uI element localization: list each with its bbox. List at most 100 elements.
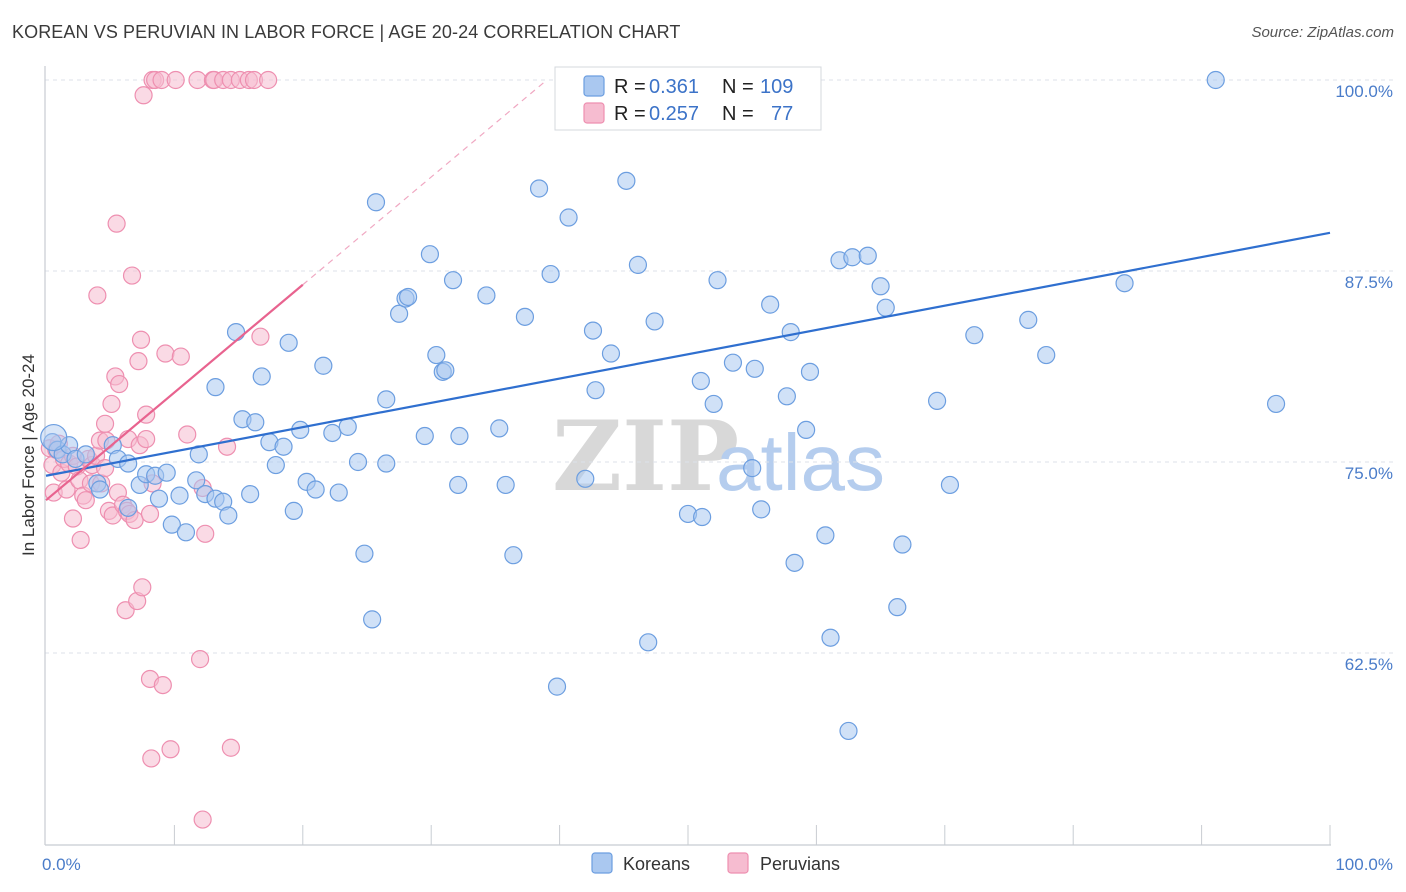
x-tick-label: 0.0% <box>42 855 81 874</box>
source-credit: Source: ZipAtlas.com <box>1251 24 1394 41</box>
korean-point <box>940 475 960 495</box>
korean-point <box>586 381 605 400</box>
korean-point <box>708 271 727 290</box>
peruvian-point <box>88 286 107 305</box>
tick-labels: 62.5% 75.0% 87.5% 100.0% 0.0% 100.0% <box>42 82 1393 874</box>
korean-point <box>541 264 560 284</box>
peruvian-point <box>251 327 270 346</box>
peruvian-point <box>140 504 160 524</box>
chart-title: KOREAN VS PERUVIAN IN LABOR FORCE | AGE … <box>12 22 681 42</box>
korean-point <box>559 208 578 227</box>
korean-point <box>927 391 947 410</box>
korean-n-value: 109 <box>760 76 793 98</box>
peruvian-trend-line <box>45 283 304 502</box>
korean-point <box>449 475 468 495</box>
korean-point <box>323 423 342 443</box>
korean-point <box>888 598 907 617</box>
peruvian-point <box>171 347 190 366</box>
korean-point <box>843 248 862 267</box>
peruvian-point <box>134 86 153 105</box>
y-axis-label: In Labor Force | Age 20-24 <box>19 354 38 556</box>
korean-point <box>547 677 567 696</box>
y-tick-label: 62.5% <box>1345 655 1393 674</box>
peruvian-point <box>188 70 207 90</box>
korean-point <box>617 171 636 190</box>
korean-point <box>284 501 303 520</box>
korean-point <box>119 454 138 473</box>
korean-points <box>40 70 1286 741</box>
watermark-zip: ZIP <box>552 400 739 513</box>
korean-point <box>274 437 293 456</box>
peruvian-point <box>95 414 115 433</box>
korean-point <box>745 359 764 378</box>
korean-point <box>377 454 396 473</box>
korean-point <box>420 245 440 264</box>
peruvian-trend-extension <box>302 79 548 286</box>
korean-point <box>338 417 357 436</box>
korean-point <box>576 469 595 488</box>
x-tick-label: 100.0% <box>1335 855 1393 874</box>
peruvian-point <box>63 509 83 528</box>
koreans-legend-label: Koreans <box>623 854 690 874</box>
stats-legend: R = 0.361 N = 109 R = 0.257 N = 77 <box>554 66 822 131</box>
peruvian-point <box>190 650 210 669</box>
korean-point <box>1115 274 1134 293</box>
korean-n-label: N = <box>722 76 754 98</box>
korean-point <box>246 413 265 432</box>
korean-point <box>40 423 68 452</box>
peruvian-n-value: 77 <box>771 103 793 125</box>
korean-point <box>443 271 463 290</box>
korean-point <box>436 361 455 380</box>
peruvian-point <box>221 738 240 757</box>
peruvian-point <box>122 266 142 285</box>
peruvian-legend-swatch <box>583 102 605 124</box>
korean-point <box>170 486 189 505</box>
korean-point <box>291 420 310 440</box>
korean-point <box>752 500 771 519</box>
korean-point <box>704 394 723 414</box>
peruvian-point <box>178 425 197 444</box>
korean-point <box>149 489 169 508</box>
korean-point <box>314 356 333 375</box>
korean-point <box>355 544 374 563</box>
korean-point <box>477 286 496 305</box>
peruvian-point <box>156 344 175 363</box>
peruvians-swatch <box>727 852 749 874</box>
korean-point <box>858 246 877 265</box>
korean-point <box>628 255 648 274</box>
peruvian-point <box>196 524 215 543</box>
korean-point <box>816 526 835 545</box>
peruvian-point <box>137 429 156 449</box>
peruvian-r-label: R = <box>614 103 646 125</box>
korean-point <box>241 484 260 504</box>
korean-point <box>821 628 840 647</box>
korean-point <box>723 353 743 372</box>
peruvian-point <box>193 810 212 829</box>
korean-point <box>601 344 621 363</box>
korean-point <box>76 445 95 464</box>
korean-point <box>893 535 912 554</box>
korean-point <box>157 463 176 482</box>
korean-point <box>797 420 816 440</box>
korean-point <box>529 179 549 198</box>
korean-point <box>266 455 285 475</box>
korean-point <box>876 298 895 317</box>
korean-point <box>398 287 418 307</box>
peruvian-r-value: 0.257 <box>649 103 699 125</box>
peruvian-point <box>102 394 121 414</box>
korean-point <box>119 498 138 517</box>
korean-point <box>645 312 664 331</box>
korean-point <box>583 321 603 340</box>
korean-point <box>871 277 890 296</box>
y-tick-label: 100.0% <box>1335 82 1393 101</box>
peruvian-point <box>259 70 278 90</box>
korean-point <box>639 633 658 652</box>
korean-point <box>306 480 325 499</box>
korean-legend-swatch <box>583 75 605 97</box>
peruvian-point <box>166 70 185 90</box>
korean-point <box>415 426 434 446</box>
y-tick-label: 75.0% <box>1345 464 1393 483</box>
korean-point <box>363 610 382 629</box>
korean-point <box>743 459 762 478</box>
korean-point <box>515 307 535 326</box>
